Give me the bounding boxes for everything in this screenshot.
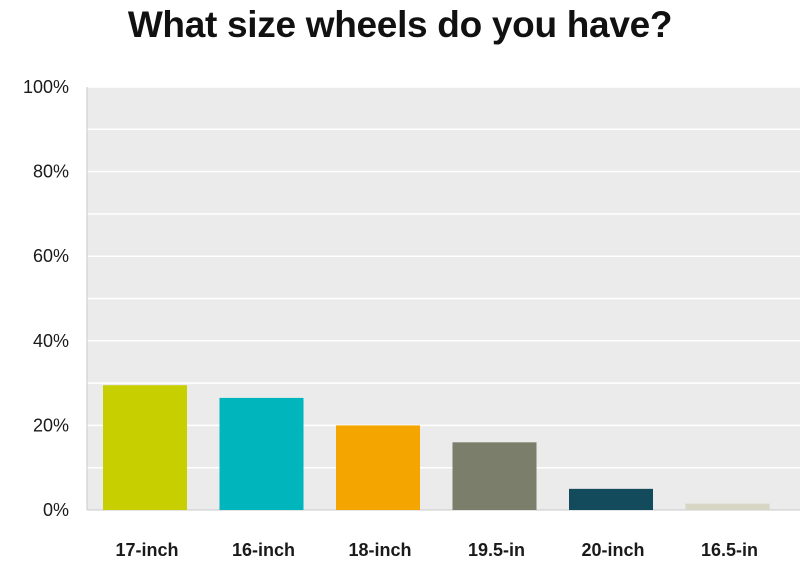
- y-tick-label: 100%: [23, 77, 69, 97]
- y-tick-label: 40%: [33, 331, 69, 351]
- bar: [685, 503, 770, 510]
- bar: [569, 488, 653, 510]
- x-tick-label: 20-inch: [581, 540, 644, 560]
- gridlines: [87, 86, 800, 469]
- x-tick-label: 17-inch: [115, 540, 178, 560]
- y-axis-ticks: 0% 20% 40% 60% 80% 100%: [23, 77, 69, 520]
- x-axis-labels: 17-inch 16-inch 18-inch 19.5-in 20-inch 16.5-…: [115, 540, 758, 560]
- x-tick-label: 16.5-in: [701, 540, 758, 560]
- bar: [219, 397, 304, 510]
- chart-title: What size wheels do you have?: [127, 4, 673, 45]
- y-tick-label: 60%: [33, 246, 69, 266]
- x-tick-label: 16-inch: [232, 540, 295, 560]
- bar: [103, 385, 187, 510]
- bars: [103, 385, 770, 510]
- x-tick-label: 19.5-in: [468, 540, 525, 560]
- y-tick-label: 0%: [43, 500, 69, 520]
- bar: [336, 425, 420, 510]
- y-tick-label: 20%: [33, 415, 69, 435]
- bar: [452, 442, 537, 510]
- x-tick-label: 18-inch: [348, 540, 411, 560]
- y-tick-label: 80%: [33, 162, 69, 182]
